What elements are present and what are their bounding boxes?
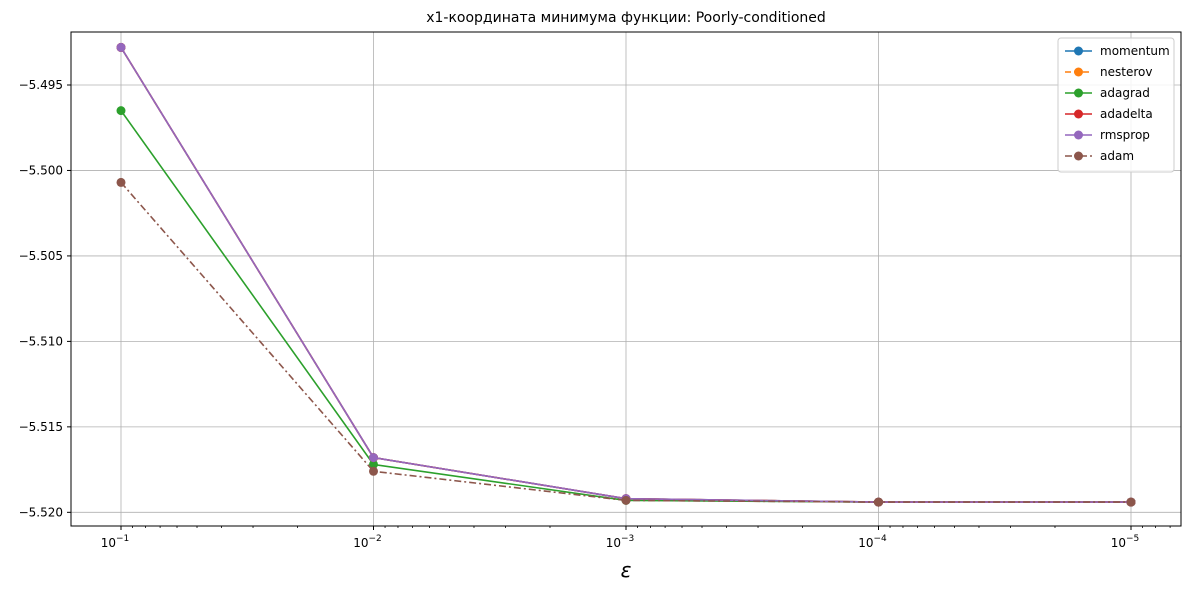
- data-point-rmsprop: [116, 42, 126, 52]
- chart-title: x1-координата минимума функции: Poorly-c…: [426, 10, 826, 26]
- data-point-adam: [369, 466, 378, 476]
- legend-item: rmsprop: [1065, 128, 1150, 142]
- legend-marker: [1074, 88, 1083, 98]
- legend-label: adadelta: [1100, 107, 1153, 121]
- legend-item: adam: [1065, 149, 1134, 163]
- legend-item: nesterov: [1065, 65, 1152, 79]
- legend-label: adam: [1100, 149, 1134, 163]
- legend: momentum nesterov adagrad adadelta rmsprop ad…: [1057, 37, 1175, 173]
- legend-item: adagrad: [1065, 86, 1150, 100]
- data-point-rmsprop: [369, 453, 378, 463]
- data-point-adam: [1126, 497, 1136, 507]
- data-point-adam: [621, 495, 631, 505]
- grid-lines: [71, 32, 1181, 526]
- data-point-adagrad: [369, 459, 378, 469]
- y-tick-label: −5.510: [19, 334, 63, 348]
- x-tick-label: 10−1: [101, 534, 130, 550]
- legend-label: nesterov: [1100, 65, 1152, 79]
- x-tick-label: 10−2: [353, 534, 382, 550]
- legend-marker: [1074, 46, 1083, 56]
- y-tick-label: −5.515: [19, 420, 63, 434]
- y-tick-label: −5.505: [19, 249, 63, 263]
- legend-label: adagrad: [1100, 86, 1150, 100]
- x-tick-label: 10−4: [858, 534, 887, 550]
- x-tick-label: 10−3: [606, 534, 635, 550]
- series-line-adam: [120, 181, 1131, 503]
- x-tick-label: 10−5: [1111, 534, 1140, 550]
- legend-marker: [1074, 109, 1083, 119]
- legend-label: rmsprop: [1100, 128, 1150, 142]
- y-tick-label: −5.520: [19, 505, 63, 519]
- axis-ticks: −5.495 −5.500 −5.505 −5.510 −5.515 −5.520 10−1…: [19, 78, 1140, 550]
- series-adam: [116, 177, 1136, 507]
- legend-marker: [1074, 67, 1083, 77]
- legend-item: momentum: [1065, 44, 1170, 58]
- data-point-adam: [116, 177, 126, 187]
- y-tick-label: −5.500: [19, 163, 63, 177]
- y-tick-label: −5.495: [19, 78, 63, 92]
- legend-marker: [1074, 130, 1083, 140]
- legend-marker: [1074, 151, 1083, 161]
- x-axis-label: ε: [621, 558, 632, 582]
- legend-item: adadelta: [1065, 107, 1153, 121]
- legend-label: momentum: [1100, 44, 1170, 58]
- data-point-adagrad: [116, 106, 126, 116]
- data-point-adam: [874, 497, 883, 507]
- series-layer: [116, 42, 1136, 507]
